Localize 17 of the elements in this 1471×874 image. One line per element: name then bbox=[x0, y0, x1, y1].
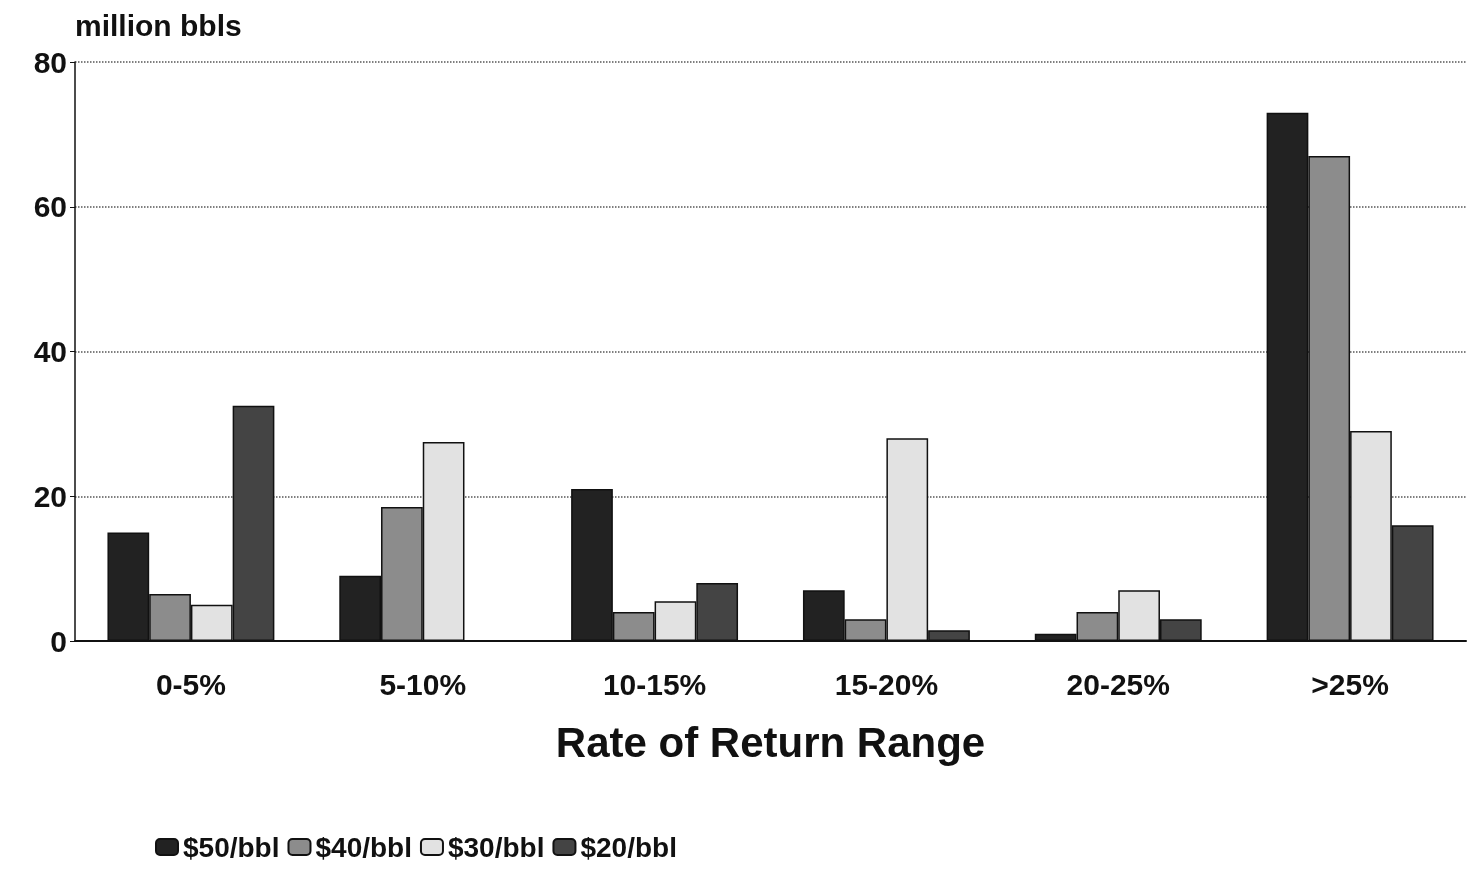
x-tick-label: >25% bbox=[1311, 667, 1389, 701]
y-tick-label: 0 bbox=[50, 624, 67, 658]
y-axis-title: million bbls bbox=[75, 8, 242, 42]
legend-label: $20/bbl bbox=[580, 831, 677, 863]
legend-label: $40/bbl bbox=[315, 831, 412, 863]
y-tick-label: 80 bbox=[33, 45, 67, 79]
legend-label: $30/bbl bbox=[447, 831, 545, 863]
x-axis-title: Rate of Return Range bbox=[555, 718, 986, 766]
y-tick-label: 20 bbox=[33, 479, 67, 513]
x-tick-label: 15-20% bbox=[834, 667, 939, 701]
x-tick-label: 0-5% bbox=[155, 667, 226, 701]
x-tick-label: 10-15% bbox=[602, 667, 707, 701]
y-tick-label: 60 bbox=[33, 190, 67, 224]
legend-label: $50/bbl bbox=[183, 831, 280, 863]
x-tick-label: 5-10% bbox=[379, 667, 467, 701]
x-tick-label: 20-25% bbox=[1066, 667, 1170, 701]
y-tick-label: 40 bbox=[33, 335, 67, 368]
